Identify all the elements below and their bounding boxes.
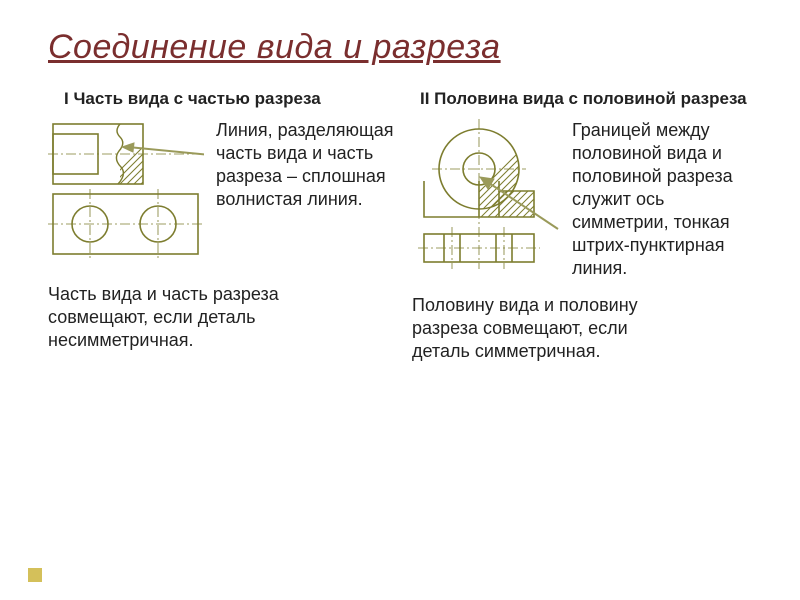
diagram-right (404, 119, 560, 274)
bottom-right: Половину вида и половину разреза совмеща… (412, 294, 672, 363)
col-right: II Половина вида с половиной разреза (404, 89, 752, 363)
content-row: I Часть вида с частью разреза (48, 89, 752, 363)
slide-marker-icon (28, 568, 42, 582)
desc-right: Границей между половиной вида и половино… (572, 119, 752, 280)
col-left: I Часть вида с частью разреза (48, 89, 396, 363)
subtitle-left: I Часть вида с частью разреза (64, 89, 396, 109)
page-title: Соединение вида и разреза (48, 28, 752, 67)
subtitle-right: II Половина вида с половиной разреза (420, 89, 752, 109)
desc-left: Линия, разделяющая часть вида и часть ра… (216, 119, 396, 211)
diagram-left (48, 119, 204, 269)
bottom-left: Часть вида и часть разреза совмещают, ес… (48, 283, 308, 352)
